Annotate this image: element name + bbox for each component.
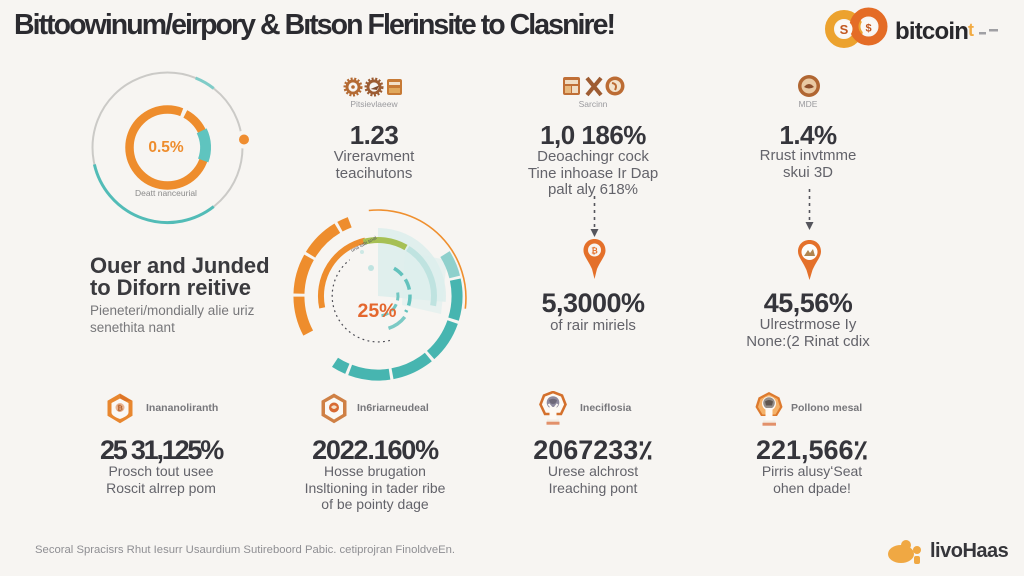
svg-text:S: S <box>840 22 849 37</box>
svg-text:t: t <box>968 20 974 40</box>
svg-text:0.5%: 0.5% <box>148 139 184 156</box>
svg-text:bitcoin: bitcoin <box>895 18 968 45</box>
svg-text:Deatt nanceurial: Deatt nanceurial <box>135 188 197 198</box>
svg-text:25%: 25% <box>357 300 396 322</box>
svg-text:₿: ₿ <box>117 405 123 413</box>
svg-text:$: $ <box>865 23 871 35</box>
svg-text:₿: ₿ <box>591 247 598 256</box>
